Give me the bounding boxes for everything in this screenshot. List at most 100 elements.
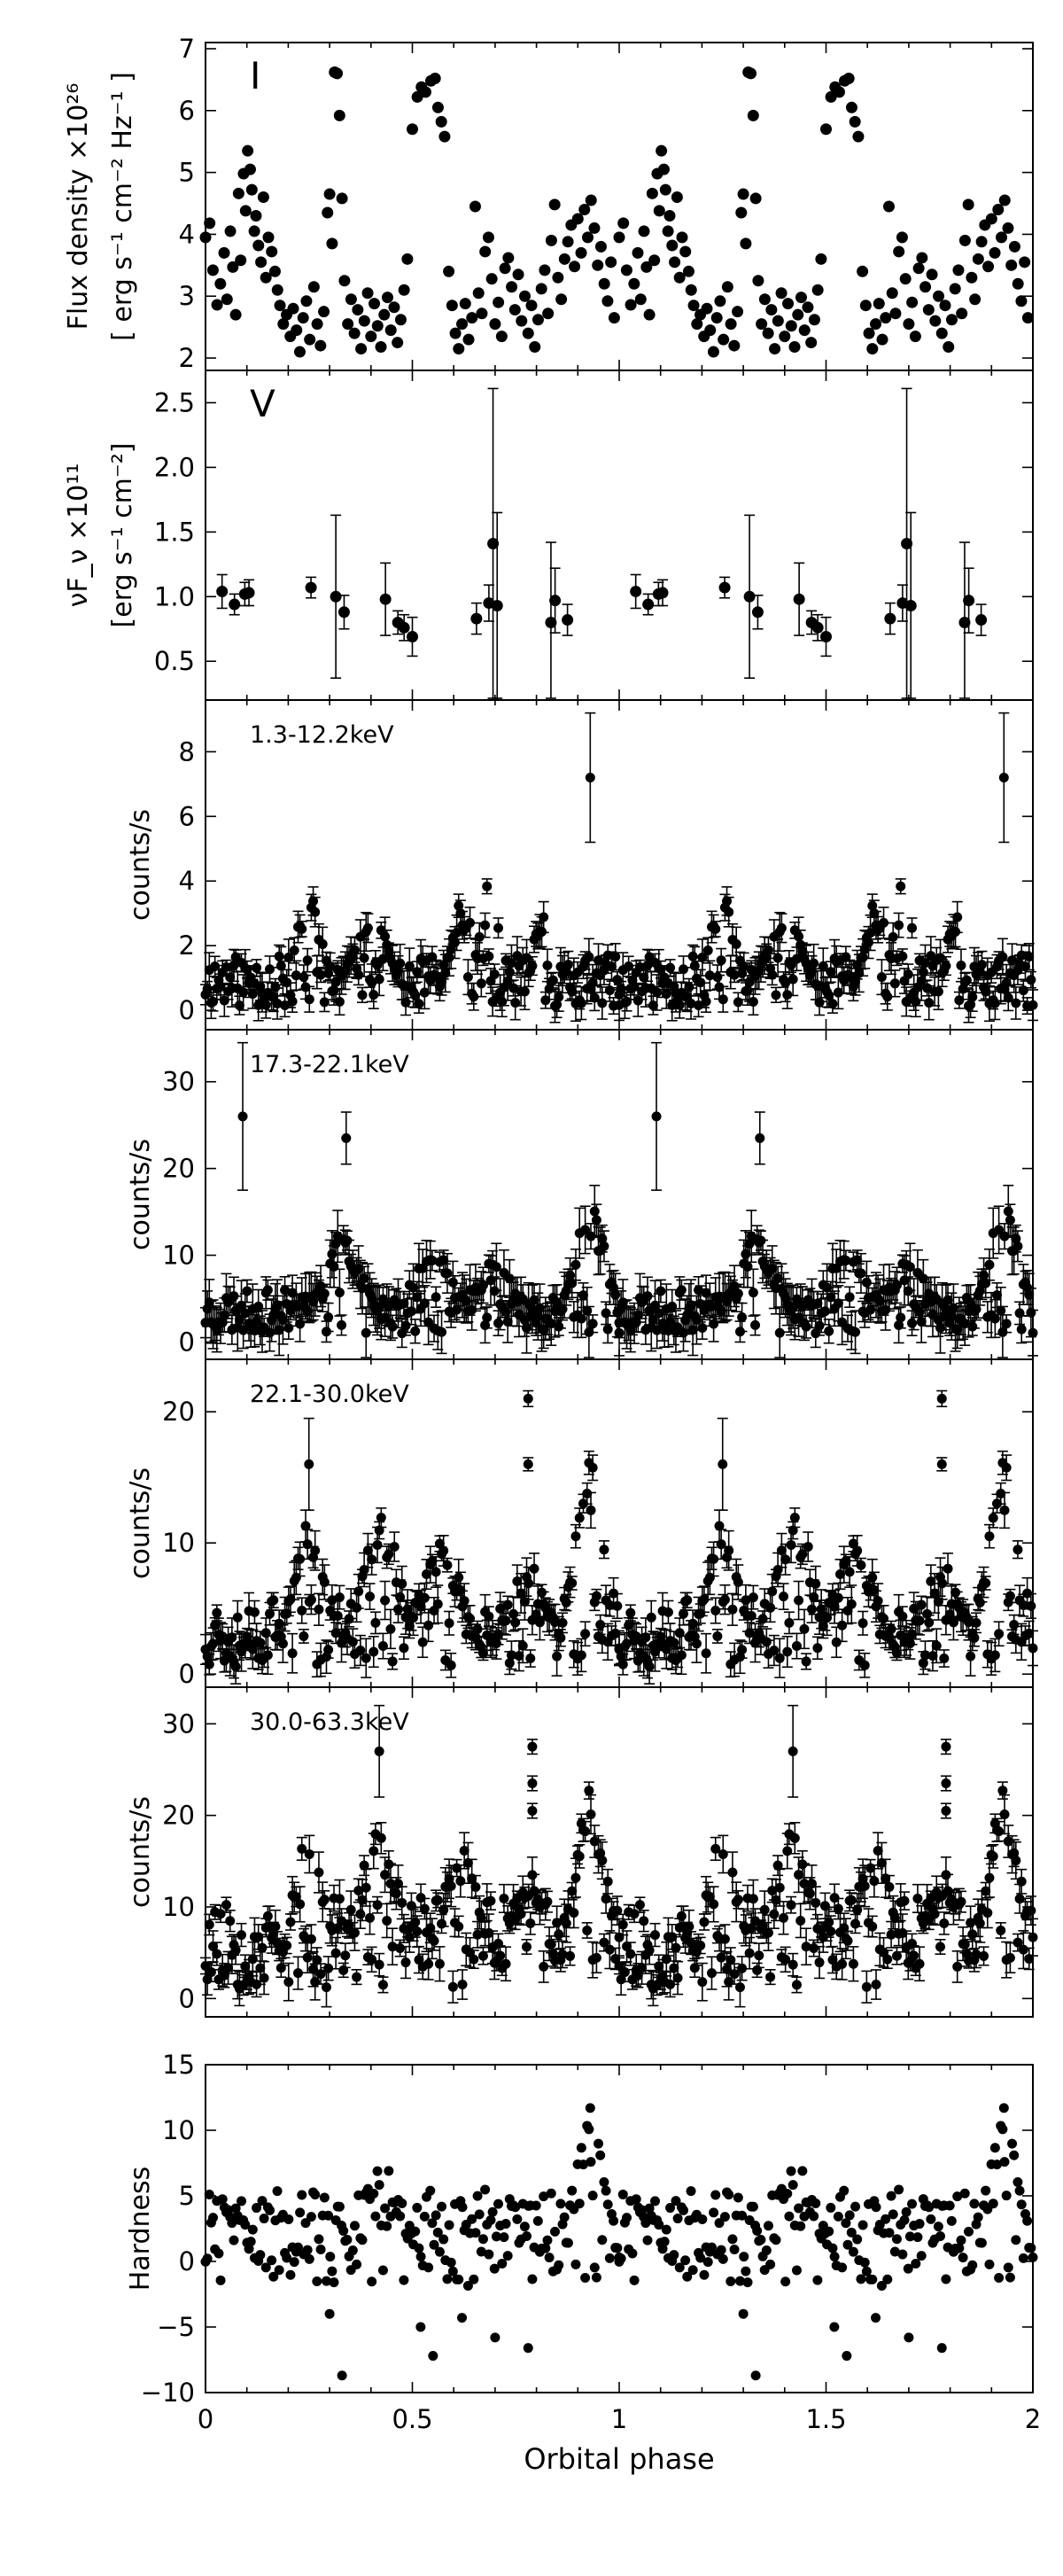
data-point xyxy=(622,1638,632,1649)
data-point xyxy=(204,217,216,230)
data-point xyxy=(589,992,600,1003)
data-point xyxy=(270,982,281,992)
data-point xyxy=(601,1308,611,1319)
data-point xyxy=(227,261,239,273)
data-point xyxy=(812,1298,823,1309)
data-point xyxy=(359,953,369,963)
data-point xyxy=(398,621,410,634)
data-point xyxy=(508,304,521,316)
data-point xyxy=(919,958,930,969)
data-point xyxy=(776,922,787,933)
data-point xyxy=(894,920,904,930)
data-point xyxy=(691,1638,702,1649)
data-point xyxy=(1011,998,1021,1008)
data-point xyxy=(841,1255,851,1265)
data-point xyxy=(918,1273,928,1284)
data-point xyxy=(782,1646,793,1657)
data-point xyxy=(815,253,827,265)
data-point xyxy=(889,978,900,989)
data-point xyxy=(558,253,570,265)
data-point xyxy=(916,1316,927,1327)
data-point xyxy=(682,1595,693,1606)
data-point xyxy=(289,946,299,956)
data-point xyxy=(392,337,404,349)
data-point xyxy=(243,587,255,599)
data-point xyxy=(737,1312,748,1323)
data-point xyxy=(305,581,317,594)
data-point xyxy=(240,1308,251,1319)
y-axis-label: counts/s xyxy=(125,1467,156,1579)
data-point xyxy=(224,225,237,237)
data-point xyxy=(274,300,286,312)
data-point xyxy=(506,958,516,969)
data-point xyxy=(1018,985,1028,996)
data-point xyxy=(889,307,902,320)
data-point xyxy=(782,990,793,1000)
data-point xyxy=(896,1312,906,1323)
data-point xyxy=(802,301,814,314)
data-point xyxy=(665,962,676,973)
data-point xyxy=(540,995,551,1006)
data-point xyxy=(751,606,764,619)
data-point xyxy=(654,1308,664,1319)
y-tick-label: 2.5 xyxy=(154,387,195,417)
data-point xyxy=(1005,1215,1015,1226)
data-point xyxy=(676,231,688,244)
data-point xyxy=(679,1608,689,1619)
data-point xyxy=(891,1280,902,1290)
data-point xyxy=(469,200,481,213)
data-point xyxy=(712,1630,723,1641)
data-point xyxy=(903,969,913,980)
data-point xyxy=(357,990,368,1000)
y-tick-label: 7 xyxy=(179,34,195,64)
data-point xyxy=(582,1305,593,1316)
data-point xyxy=(985,213,997,225)
data-point xyxy=(710,923,721,934)
data-point xyxy=(400,997,411,1008)
data-point xyxy=(870,318,882,331)
data-point xyxy=(438,130,451,143)
data-point xyxy=(644,1662,655,1672)
data-point xyxy=(336,192,348,205)
data-point xyxy=(442,1268,453,1279)
data-point xyxy=(262,1285,273,1296)
data-point xyxy=(1024,952,1035,962)
data-point xyxy=(999,1231,1010,1241)
y-tick-label: 1.0 xyxy=(154,581,195,611)
data-point xyxy=(361,1327,371,1338)
data-point xyxy=(857,952,868,962)
data-point xyxy=(589,1206,600,1217)
data-point xyxy=(929,315,942,327)
data-point xyxy=(359,1273,369,1284)
data-point xyxy=(249,1607,260,1617)
data-point xyxy=(527,961,538,971)
data-point xyxy=(612,975,623,985)
data-point xyxy=(826,1292,836,1303)
data-point xyxy=(407,123,418,136)
data-point xyxy=(724,907,734,917)
data-point xyxy=(322,206,334,219)
data-point xyxy=(210,961,221,972)
data-point xyxy=(748,1592,758,1603)
data-point xyxy=(769,343,781,355)
data-point xyxy=(873,298,885,310)
data-point xyxy=(989,1313,1000,1324)
data-point xyxy=(793,593,805,605)
data-point xyxy=(933,986,943,997)
data-point xyxy=(1002,222,1014,234)
data-point xyxy=(882,200,895,213)
data-point xyxy=(712,972,723,983)
data-point xyxy=(216,585,229,597)
data-point xyxy=(472,287,485,300)
data-point xyxy=(818,961,828,971)
data-point xyxy=(250,209,262,222)
data-point xyxy=(419,86,431,98)
data-point xyxy=(798,324,811,337)
data-point xyxy=(914,1307,925,1318)
data-point xyxy=(361,1653,371,1663)
data-point xyxy=(369,298,381,310)
data-point xyxy=(648,1000,658,1011)
data-point xyxy=(958,234,971,246)
data-point xyxy=(967,992,978,1002)
